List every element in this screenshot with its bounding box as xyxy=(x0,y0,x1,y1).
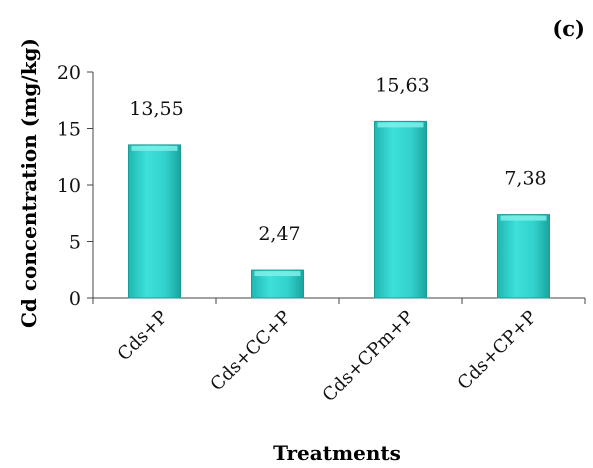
x-axis-title: Treatments xyxy=(273,441,401,465)
y-axis-title: Cd concentration (mg/kg) xyxy=(17,38,41,328)
bar xyxy=(497,214,550,299)
bar xyxy=(251,269,304,299)
data-label: 2,47 xyxy=(258,223,300,245)
bar-body xyxy=(497,214,550,299)
y-axis: 0 5 10 15 20 xyxy=(57,62,94,310)
bar xyxy=(374,120,427,299)
bar-bevel xyxy=(131,145,178,151)
category-label: Cds+CP+P xyxy=(454,307,541,394)
bar-body xyxy=(374,120,427,299)
bar-bevel xyxy=(377,122,424,128)
y-tick-label: 20 xyxy=(57,62,81,84)
y-tick-label: 0 xyxy=(69,288,81,310)
x-axis xyxy=(92,297,586,304)
category-label: Cds+P xyxy=(114,307,173,366)
category-labels: Cds+P Cds+CC+P Cds+CPm+P Cds+CP+P xyxy=(114,307,542,407)
y-tick-label: 10 xyxy=(57,175,81,197)
bar-bevel xyxy=(500,215,547,221)
category-label: Cds+CPm+P xyxy=(318,307,418,407)
data-label: 7,38 xyxy=(504,168,546,190)
bar-bevel xyxy=(254,271,301,277)
bar-body xyxy=(128,144,181,299)
panel-label: (c) xyxy=(552,16,585,41)
data-labels: 13,55 2,47 15,63 7,38 xyxy=(129,74,546,245)
category-label: Cds+CC+P xyxy=(206,307,295,396)
data-label: 15,63 xyxy=(375,74,429,96)
bar-series xyxy=(128,120,550,299)
bar xyxy=(128,144,181,299)
y-tick-label: 15 xyxy=(57,119,81,141)
y-tick-label: 5 xyxy=(69,232,81,254)
data-label: 13,55 xyxy=(129,98,183,120)
